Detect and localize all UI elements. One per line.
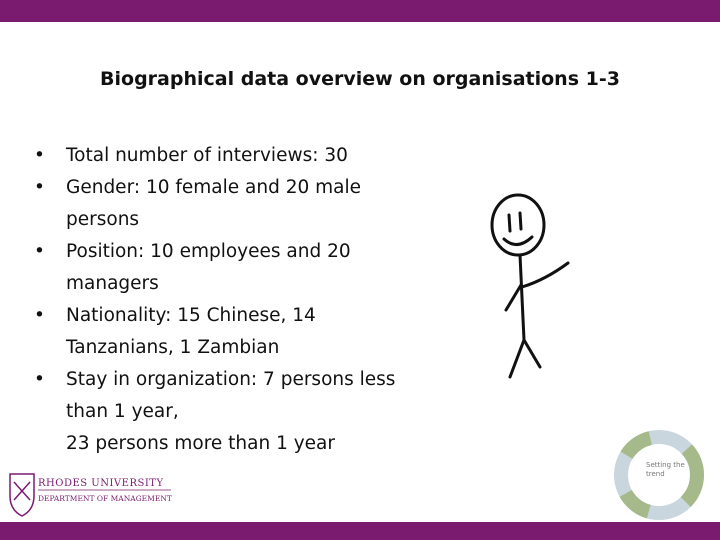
bullet-dot: • xyxy=(34,241,45,262)
bullet-line: • Gender: 10 female and 20 male xyxy=(30,172,420,204)
badge-text: Setting the trend xyxy=(646,461,685,478)
bullet-line: • Nationality: 15 Chinese, 14 xyxy=(30,300,420,332)
bullet-line: • Total number of interviews: 30 xyxy=(30,140,420,172)
bullet-text: Total number of interviews: 30 xyxy=(66,145,348,166)
bullet-dot: • xyxy=(34,305,45,326)
bullet-text: managers xyxy=(66,273,159,294)
university-logo xyxy=(9,473,171,517)
bullet-text: Position: 10 employees and 20 xyxy=(66,241,351,262)
bullet-dot: • xyxy=(34,369,45,390)
bullet-text: than 1 year, xyxy=(66,401,179,422)
bottom-bar xyxy=(0,522,720,540)
top-bar xyxy=(0,0,720,22)
bullet-text: Gender: 10 female and 20 male xyxy=(66,177,362,198)
bullet-list: • Total number of interviews: 30 • Gender: … xyxy=(30,140,420,460)
bullet-continuation: Tanzanians, 1 Zambian xyxy=(30,332,420,364)
bullet-continuation: 23 persons more than 1 year xyxy=(30,428,420,460)
bullet-continuation: persons xyxy=(30,204,420,236)
bullet-text: Stay in organization: 7 persons less xyxy=(66,369,396,390)
bullet-text: 23 persons more than 1 year xyxy=(66,433,335,454)
badge xyxy=(614,430,704,520)
bullet-continuation: than 1 year, xyxy=(30,396,420,428)
logo-department: DEPARTMENT OF MANAGEMENT xyxy=(38,494,172,503)
bullet-line: • Position: 10 employees and 20 xyxy=(30,236,420,268)
slide-title: Biographical data overview on organisati… xyxy=(100,68,620,90)
bullet-text: Nationality: 15 Chinese, 14 xyxy=(66,305,316,326)
stick-figure xyxy=(490,193,570,379)
bullet-text: persons xyxy=(66,209,140,230)
bullet-line: • Stay in organization: 7 persons less xyxy=(30,364,420,396)
bullet-dot: • xyxy=(34,145,45,166)
bullet-continuation: managers xyxy=(30,268,420,300)
logo-name: RHODES UNIVERSITY xyxy=(38,478,164,489)
bullet-text: Tanzanians, 1 Zambian xyxy=(66,337,280,358)
bullet-dot: • xyxy=(34,177,45,198)
